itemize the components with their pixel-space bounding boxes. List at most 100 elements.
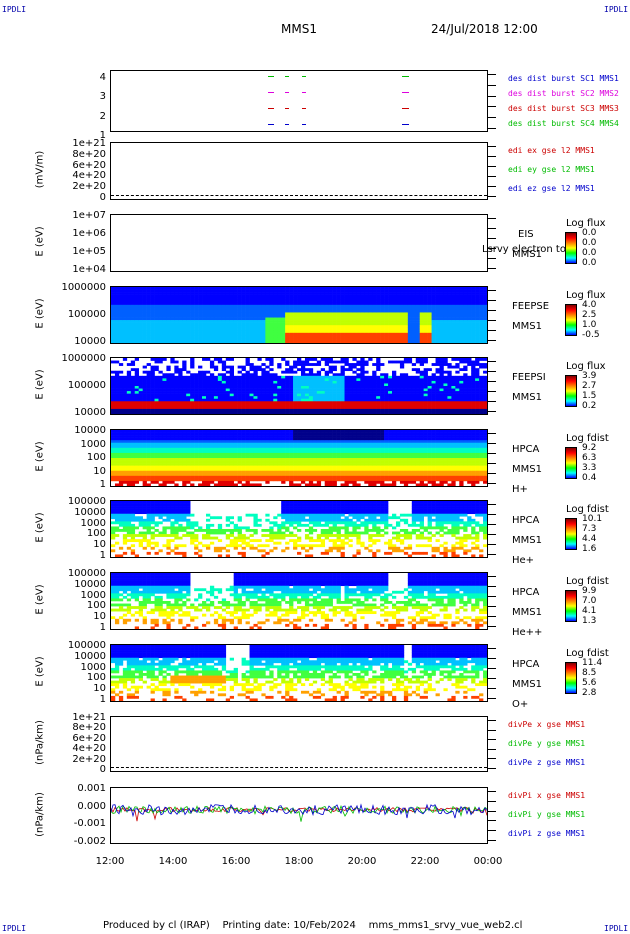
heatmap-cell	[146, 315, 151, 318]
heatmap-cell	[340, 332, 345, 336]
heatmap-cell	[122, 480, 128, 484]
heatmap-cell	[483, 320, 488, 323]
heatmap-cell	[174, 332, 179, 336]
heatmap-cell	[293, 445, 298, 449]
heatmap-cell	[233, 307, 238, 311]
heatmap-cell	[407, 383, 413, 387]
heatmap-cell	[213, 297, 219, 301]
legend-entry: des dist burst SC1 MMS1	[508, 74, 619, 83]
heatmap-cell	[190, 403, 195, 407]
heatmap-cell	[380, 408, 385, 412]
heatmap-cell	[415, 312, 421, 316]
heatmap-cell	[237, 370, 242, 374]
heatmap-cell	[372, 304, 377, 308]
heatmap-cell	[134, 406, 140, 410]
heatmap-cell	[130, 388, 136, 392]
heatmap-cell	[118, 406, 124, 410]
heatmap-cell	[277, 460, 282, 464]
heatmap-cell	[364, 396, 369, 400]
heatmap-cell	[277, 445, 282, 449]
heatmap-cell	[431, 307, 436, 311]
heatmap-cell	[435, 332, 440, 336]
heatmap-cell	[403, 287, 409, 290]
heatmap-cell	[285, 292, 290, 295]
heatmap-cell	[126, 287, 132, 290]
heatmap-cell	[225, 332, 231, 336]
heatmap-cell	[209, 294, 215, 298]
heatmap-cell	[138, 475, 143, 479]
heatmap-cell	[118, 380, 124, 384]
heatmap-cell	[170, 360, 175, 364]
heatmap-cell	[229, 432, 234, 436]
heatmap-cell	[162, 391, 167, 394]
heatmap-cell	[324, 408, 329, 412]
heatmap-cell	[166, 473, 171, 477]
heatmap-cell	[205, 292, 211, 295]
heatmap-cell	[463, 368, 468, 372]
heatmap-cell	[297, 297, 302, 301]
heatmap-cell	[202, 432, 207, 436]
heatmap-cell	[459, 378, 464, 382]
heatmap-cell	[158, 468, 163, 472]
heatmap-cell	[111, 360, 116, 364]
heatmap-cell	[467, 406, 472, 410]
heatmap-cell	[475, 337, 480, 341]
heatmap-cell	[261, 403, 266, 407]
heatmap-cell	[178, 432, 183, 436]
heatmap-cell	[241, 483, 246, 487]
heatmap-cell	[217, 447, 223, 451]
heatmap-cell	[233, 445, 238, 449]
heatmap-cell	[471, 332, 476, 336]
heatmap-cell	[118, 386, 124, 389]
heatmap-cell	[158, 322, 163, 326]
heatmap-cell	[150, 317, 155, 321]
heatmap-cell	[261, 408, 266, 412]
heatmap-cell	[352, 388, 357, 392]
heatmap-cell	[205, 468, 211, 472]
heatmap-cell	[261, 465, 266, 469]
heatmap-cell	[146, 294, 151, 298]
heatmap-cell	[483, 401, 488, 405]
heatmap-cell	[451, 320, 456, 323]
heatmap-cell	[439, 403, 444, 407]
heatmap-cell	[273, 292, 278, 295]
heatmap-cell	[316, 403, 322, 407]
heatmap-cell	[126, 445, 132, 449]
heatmap-cell	[126, 378, 132, 382]
heatmap-cell	[114, 289, 120, 293]
heatmap-cell	[142, 468, 147, 472]
heatmap-cell	[126, 455, 132, 459]
heatmap-cell	[122, 470, 128, 474]
heatmap-cell	[221, 363, 227, 366]
heatmap-cell	[241, 322, 246, 326]
heatmap-cell	[312, 287, 318, 290]
heatmap-cell	[202, 297, 207, 301]
heatmap-cell	[269, 452, 274, 456]
heatmap-cell	[257, 437, 262, 441]
heatmap-cell	[372, 398, 377, 402]
heatmap-cell	[455, 380, 460, 384]
overlay-label: Lsrvy electron to	[482, 244, 566, 255]
right-tick	[488, 290, 496, 291]
heatmap-cell	[249, 411, 254, 415]
heatmap-cell	[475, 327, 480, 331]
heatmap-cell	[118, 442, 124, 446]
heatmap-cell	[304, 380, 310, 384]
heatmap-cell	[384, 330, 389, 334]
heatmap-cell	[423, 315, 428, 318]
heatmap-cell	[277, 302, 282, 306]
heatmap-cell	[111, 393, 116, 397]
heatmap-cell	[265, 440, 270, 444]
heatmap-cell	[114, 302, 120, 306]
heatmap-cell	[221, 440, 227, 444]
heatmap-cell	[225, 452, 231, 456]
heatmap-cell	[352, 302, 357, 306]
heatmap-cell	[134, 452, 140, 456]
heatmap-cell	[114, 483, 120, 487]
heatmap-cell	[312, 337, 318, 341]
heatmap-cell	[213, 309, 219, 313]
heatmap-cell	[194, 375, 199, 379]
heatmap-cell	[364, 403, 369, 407]
heatmap-cell	[423, 358, 428, 361]
heatmap-cell	[344, 315, 349, 318]
